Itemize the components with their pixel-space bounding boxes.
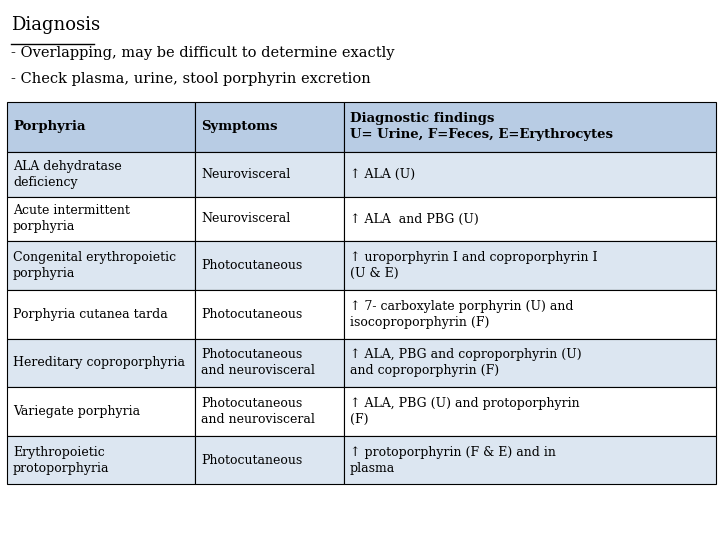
Text: Porphyria cutanea tarda: Porphyria cutanea tarda xyxy=(13,308,168,321)
Text: Photocutaneous: Photocutaneous xyxy=(201,454,302,467)
Text: Diagnosis: Diagnosis xyxy=(11,16,100,34)
Text: ALA dehydratase
deficiency: ALA dehydratase deficiency xyxy=(13,160,122,188)
Text: ↑ protoporphyrin (F & E) and in
plasma: ↑ protoporphyrin (F & E) and in plasma xyxy=(350,446,556,475)
Text: Porphyria: Porphyria xyxy=(13,120,86,133)
Text: Neurovisceral: Neurovisceral xyxy=(201,167,290,181)
Text: - Check plasma, urine, stool porphyrin excretion: - Check plasma, urine, stool porphyrin e… xyxy=(11,72,371,86)
Text: Diagnostic findings
U= Urine, F=Feces, E=Erythrocytes: Diagnostic findings U= Urine, F=Feces, E… xyxy=(350,112,613,141)
Text: ↑ 7- carboxylate porphyrin (U) and
isocoproporphyrin (F): ↑ 7- carboxylate porphyrin (U) and isoco… xyxy=(350,300,573,329)
Text: Photocutaneous
and neurovisceral: Photocutaneous and neurovisceral xyxy=(201,348,315,377)
Text: ↑ uroporphyrin I and coproporphyrin I
(U & E): ↑ uroporphyrin I and coproporphyrin I (U… xyxy=(350,251,598,280)
Text: Congenital erythropoietic
porphyria: Congenital erythropoietic porphyria xyxy=(13,251,176,280)
Text: Hereditary coproporphyria: Hereditary coproporphyria xyxy=(13,356,185,369)
Text: - Overlapping, may be difficult to determine exactly: - Overlapping, may be difficult to deter… xyxy=(11,46,395,60)
Text: ↑ ALA, PBG and coproporphyrin (U)
and coproporphyrin (F): ↑ ALA, PBG and coproporphyrin (U) and co… xyxy=(350,348,582,377)
Text: Photocutaneous
and neurovisceral: Photocutaneous and neurovisceral xyxy=(201,397,315,426)
Text: ↑ ALA  and PBG (U): ↑ ALA and PBG (U) xyxy=(350,212,479,226)
Text: ↑ ALA (U): ↑ ALA (U) xyxy=(350,167,415,181)
Text: Symptoms: Symptoms xyxy=(201,120,277,133)
Text: Photocutaneous: Photocutaneous xyxy=(201,308,302,321)
Text: Photocutaneous: Photocutaneous xyxy=(201,259,302,272)
Text: Acute intermittent
porphyria: Acute intermittent porphyria xyxy=(13,205,130,233)
Text: Variegate porphyria: Variegate porphyria xyxy=(13,405,140,418)
Text: ↑ ALA, PBG (U) and protoporphyrin
(F): ↑ ALA, PBG (U) and protoporphyrin (F) xyxy=(350,397,580,426)
Text: Erythropoietic
protoporphyria: Erythropoietic protoporphyria xyxy=(13,446,109,475)
Text: Neurovisceral: Neurovisceral xyxy=(201,212,290,226)
